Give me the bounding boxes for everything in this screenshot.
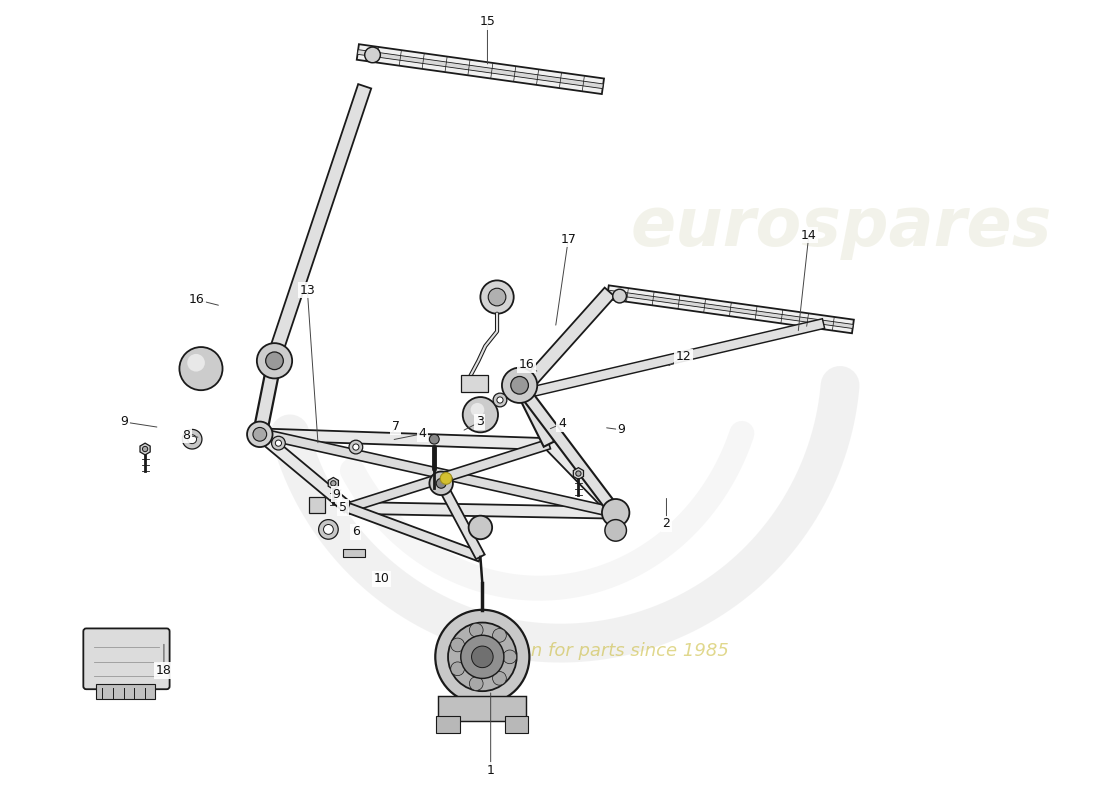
Polygon shape — [515, 382, 554, 446]
Polygon shape — [607, 286, 854, 334]
Text: 15: 15 — [480, 15, 495, 29]
Polygon shape — [253, 359, 282, 436]
Circle shape — [605, 520, 627, 541]
Polygon shape — [513, 287, 615, 400]
Circle shape — [183, 430, 202, 449]
Circle shape — [471, 403, 484, 417]
Circle shape — [429, 434, 439, 444]
Text: 8: 8 — [183, 429, 190, 442]
Text: 17: 17 — [560, 233, 576, 246]
Circle shape — [179, 347, 222, 390]
Circle shape — [510, 377, 528, 394]
Polygon shape — [268, 84, 371, 358]
Circle shape — [470, 677, 483, 690]
Circle shape — [463, 397, 498, 432]
Text: 18: 18 — [156, 664, 172, 677]
Circle shape — [353, 444, 359, 450]
Circle shape — [493, 393, 507, 407]
Circle shape — [257, 343, 293, 378]
Text: 3: 3 — [476, 415, 484, 429]
Circle shape — [436, 610, 529, 704]
Circle shape — [451, 662, 464, 676]
Circle shape — [275, 440, 282, 446]
Polygon shape — [515, 382, 620, 516]
Circle shape — [488, 288, 506, 306]
Polygon shape — [346, 503, 482, 562]
Circle shape — [493, 671, 506, 685]
Text: 5: 5 — [339, 501, 346, 514]
Circle shape — [575, 471, 581, 476]
Text: 2: 2 — [662, 518, 670, 530]
Bar — [96, 684, 155, 699]
Text: 16: 16 — [188, 293, 205, 306]
Circle shape — [437, 478, 447, 488]
Circle shape — [613, 290, 627, 303]
Circle shape — [451, 638, 464, 652]
Polygon shape — [346, 439, 550, 513]
Circle shape — [602, 499, 629, 526]
FancyBboxPatch shape — [84, 629, 169, 690]
Circle shape — [472, 646, 493, 668]
Circle shape — [365, 47, 381, 62]
Circle shape — [142, 446, 147, 452]
Polygon shape — [544, 440, 620, 517]
Circle shape — [248, 422, 273, 447]
Polygon shape — [437, 481, 485, 559]
Polygon shape — [343, 549, 365, 557]
Text: a passion for parts since 1985: a passion for parts since 1985 — [458, 642, 729, 660]
Text: 9: 9 — [332, 488, 340, 501]
Circle shape — [349, 440, 363, 454]
Circle shape — [469, 516, 492, 539]
Polygon shape — [517, 318, 825, 400]
Text: 1: 1 — [486, 764, 495, 777]
Text: 13: 13 — [299, 284, 316, 297]
Text: 14: 14 — [801, 229, 816, 242]
Text: 4: 4 — [419, 427, 427, 440]
Circle shape — [481, 280, 514, 314]
Bar — [505, 716, 528, 734]
Polygon shape — [328, 478, 339, 490]
Circle shape — [461, 635, 504, 678]
Polygon shape — [256, 430, 352, 512]
Polygon shape — [348, 502, 616, 518]
Circle shape — [323, 525, 333, 534]
Polygon shape — [356, 44, 604, 94]
Polygon shape — [260, 429, 549, 450]
Polygon shape — [264, 430, 617, 518]
Circle shape — [440, 473, 452, 484]
Text: eurospares: eurospares — [630, 194, 1052, 261]
Circle shape — [448, 622, 517, 691]
Circle shape — [502, 368, 537, 403]
Circle shape — [319, 520, 338, 539]
Circle shape — [493, 629, 506, 642]
Text: 9: 9 — [120, 415, 128, 429]
Circle shape — [188, 435, 197, 444]
Text: 7: 7 — [392, 420, 399, 433]
Polygon shape — [358, 50, 603, 89]
Text: 4: 4 — [558, 417, 565, 430]
Bar — [437, 716, 460, 734]
Polygon shape — [140, 443, 151, 455]
Circle shape — [253, 427, 266, 441]
Polygon shape — [573, 468, 583, 479]
Bar — [438, 696, 527, 721]
Circle shape — [429, 471, 453, 495]
Circle shape — [503, 650, 517, 664]
Text: 10: 10 — [374, 572, 389, 586]
Text: 6: 6 — [352, 526, 360, 538]
Bar — [309, 497, 324, 513]
Circle shape — [497, 397, 503, 403]
Circle shape — [272, 436, 285, 450]
Circle shape — [266, 352, 284, 370]
Circle shape — [470, 623, 483, 637]
Circle shape — [187, 354, 205, 371]
Bar — [461, 374, 488, 392]
Text: 16: 16 — [518, 358, 535, 371]
Text: 12: 12 — [675, 350, 692, 363]
Circle shape — [331, 481, 335, 486]
Text: 9: 9 — [617, 423, 625, 436]
Polygon shape — [607, 290, 854, 329]
